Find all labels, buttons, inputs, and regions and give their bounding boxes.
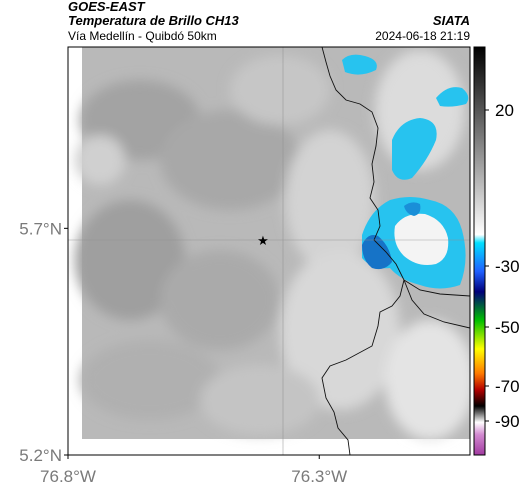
colorbar-tick-label: -50: [495, 318, 520, 337]
x-tick-label: 76.3°W: [291, 467, 347, 486]
cold-cloud-region: [342, 54, 469, 289]
location-marker: ★: [257, 233, 269, 248]
colorbar-tick-label: 20: [495, 101, 514, 120]
colorbar-tick-label: -90: [495, 412, 520, 431]
y-axis-ticks: 5.7°N 5.2°N: [19, 219, 68, 465]
x-axis-ticks: 76.8°W 76.3°W: [40, 455, 347, 486]
y-tick-label: 5.2°N: [19, 446, 62, 465]
satellite-title: GOES-EAST: [68, 0, 145, 14]
colorbar-ticks: 20 -30 -50 -70 -90: [485, 101, 520, 431]
org-label: SIATA: [432, 13, 470, 28]
y-tick-label: 5.7°N: [19, 219, 62, 238]
colorbar-tick-label: -70: [495, 377, 520, 396]
x-tick-label: 76.8°W: [40, 467, 96, 486]
product-title: Temperatura de Brillo CH13: [68, 13, 239, 28]
colorbar-tick-label: -30: [495, 257, 520, 276]
gridlines: [68, 47, 470, 455]
datetime-label: 2024-06-18 21:19: [375, 29, 470, 43]
region-subtitle: Vía Medellín - Quibdó 50km: [68, 29, 217, 43]
coastline: [321, 47, 470, 455]
colorbar: [473, 46, 486, 456]
brightness-temperature-image: [68, 47, 470, 455]
plot-frame: [67, 46, 471, 456]
